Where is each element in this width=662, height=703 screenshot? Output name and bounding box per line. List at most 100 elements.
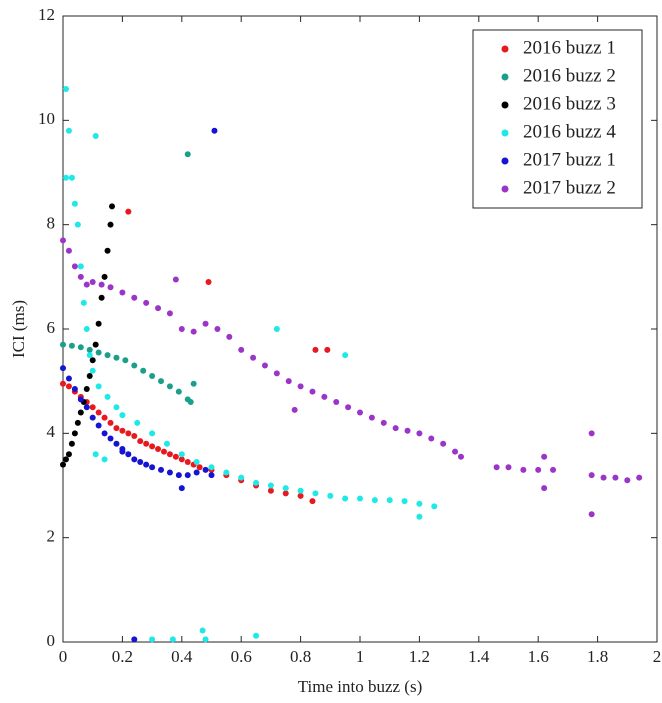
data-point (149, 430, 156, 437)
data-point (208, 464, 215, 471)
data-point (65, 127, 72, 134)
data-point (119, 289, 126, 296)
data-point (541, 485, 548, 492)
data-point (175, 388, 182, 395)
data-point (86, 346, 93, 353)
x-tick-label: 1.4 (468, 647, 490, 666)
legend-label: 2016 buzz 4 (523, 121, 616, 142)
data-point (62, 456, 69, 463)
x-tick-label: 0.8 (290, 647, 311, 666)
data-point (65, 383, 72, 390)
data-point (196, 464, 203, 471)
x-tick-label: 0.6 (231, 647, 252, 666)
data-point (172, 276, 179, 283)
data-point (452, 448, 459, 455)
legend-marker (501, 129, 509, 137)
data-point (416, 513, 423, 520)
data-point (71, 385, 78, 392)
data-point (95, 320, 102, 327)
data-point (368, 414, 375, 421)
data-point (282, 485, 289, 492)
x-tick-label: 1.6 (528, 647, 549, 666)
x-tick-label: 2 (653, 647, 662, 666)
data-point (392, 425, 399, 432)
data-point (253, 479, 260, 486)
x-tick-label: 1.8 (587, 647, 608, 666)
data-point (357, 495, 363, 502)
data-point (158, 378, 165, 385)
data-point (89, 404, 96, 411)
data-point (113, 404, 120, 411)
data-point (60, 237, 66, 244)
data-point (193, 469, 200, 476)
data-point (166, 310, 173, 317)
data-point (89, 367, 96, 374)
data-point (172, 453, 179, 460)
data-point (77, 396, 84, 403)
y-tick-label: 4 (47, 422, 56, 441)
data-point (273, 370, 280, 377)
data-point (149, 464, 156, 471)
x-tick-label: 0.4 (171, 647, 193, 666)
data-point (166, 383, 173, 390)
data-point (83, 281, 90, 288)
data-point (107, 221, 114, 228)
data-point (624, 477, 631, 484)
data-point (134, 419, 141, 426)
data-point (77, 409, 84, 416)
legend-box (472, 29, 643, 209)
data-point (131, 636, 138, 643)
data-point (163, 440, 170, 447)
data-point (98, 281, 105, 288)
data-point (89, 357, 96, 364)
data-point (166, 451, 173, 458)
data-point (588, 472, 595, 479)
legend-label: 2017 buzz 2 (523, 177, 616, 198)
data-point (178, 485, 185, 492)
data-point (119, 448, 126, 455)
legend-label: 2017 buzz 1 (523, 149, 616, 170)
data-point (636, 474, 643, 481)
data-point (309, 498, 316, 505)
data-point (282, 490, 289, 497)
data-point (238, 474, 245, 481)
data-point (131, 294, 138, 301)
data-point (68, 342, 75, 349)
data-point (95, 349, 102, 356)
data-point (104, 393, 111, 400)
x-tick-label: 0.2 (112, 647, 133, 666)
data-point (267, 487, 274, 494)
data-point (125, 430, 132, 437)
legend-marker (501, 45, 509, 53)
data-point (273, 326, 280, 332)
data-point (309, 388, 316, 395)
data-point (226, 333, 233, 340)
data-point (285, 378, 292, 385)
data-point (190, 328, 197, 335)
data-point (187, 399, 194, 406)
data-point (178, 456, 185, 463)
data-point (333, 399, 340, 406)
data-point (125, 451, 132, 458)
data-point (380, 419, 387, 426)
legend-label: 2016 buzz 1 (523, 37, 616, 58)
data-point (297, 492, 304, 499)
x-axis-label: Time into buzz (s) (298, 677, 423, 696)
data-point (89, 414, 96, 421)
data-point (158, 466, 165, 473)
data-point (211, 127, 218, 134)
data-point (92, 451, 99, 458)
data-point (137, 459, 144, 466)
data-point (184, 151, 191, 158)
data-point (149, 443, 156, 450)
data-point (250, 354, 257, 361)
y-tick-label: 10 (38, 109, 55, 128)
legend-marker (501, 101, 509, 109)
data-point (65, 375, 72, 382)
data-point (312, 346, 319, 353)
data-point (428, 435, 435, 442)
data-point (208, 472, 215, 479)
data-point (345, 404, 352, 411)
data-point (71, 430, 78, 437)
data-point (107, 284, 114, 291)
